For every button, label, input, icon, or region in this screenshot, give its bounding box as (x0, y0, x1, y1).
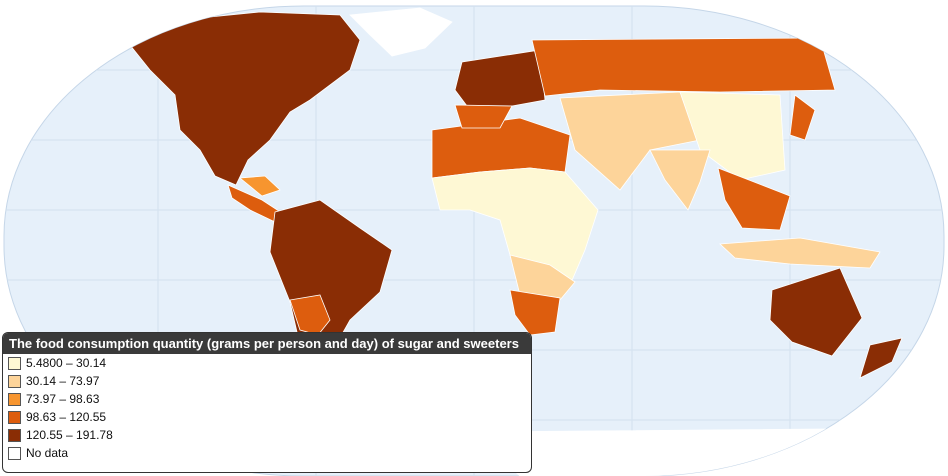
legend-swatch (8, 356, 21, 370)
legend-label: No data (26, 446, 69, 460)
legend-label: 5.4800 – 30.14 (26, 356, 107, 370)
country-region (129, 11, 361, 186)
legend-title: The food consumption quantity (grams per… (3, 333, 531, 354)
legend-item: 30.14 – 73.97 (3, 372, 531, 390)
legend-item: No data (3, 444, 531, 462)
country-region (454, 104, 513, 129)
country-region (859, 337, 903, 379)
country-region (289, 294, 331, 336)
legend-item: 120.55 – 191.78 (3, 426, 531, 444)
legend-label: 30.14 – 73.97 (26, 374, 100, 388)
legend-items: 5.4800 – 30.14 30.14 – 73.97 73.97 – 98.63… (3, 354, 531, 462)
country-region (719, 237, 881, 269)
legend-item: 73.97 – 98.63 (3, 390, 531, 408)
country-region (509, 289, 561, 336)
country-region (717, 167, 791, 231)
country-region (679, 91, 786, 181)
country-region (468, 427, 944, 476)
legend-item: 98.63 – 120.55 (3, 408, 531, 426)
country-region (789, 94, 816, 141)
country-region (349, 7, 453, 57)
countries (129, 7, 944, 476)
legend-swatch (8, 446, 21, 460)
legend-label: 98.63 – 120.55 (26, 410, 107, 424)
country-region (509, 254, 576, 301)
country-region (769, 267, 863, 357)
legend-swatch (8, 410, 21, 424)
country-region (531, 37, 836, 97)
legend-label: 120.55 – 191.78 (26, 428, 113, 442)
country-region (238, 175, 281, 197)
legend-label: 73.97 – 98.63 (26, 392, 100, 406)
legend-swatch (8, 374, 21, 388)
legend-item: 5.4800 – 30.14 (3, 354, 531, 372)
country-region (649, 149, 711, 211)
legend-swatch (8, 428, 21, 442)
legend: The food consumption quantity (grams per… (2, 332, 532, 473)
legend-swatch (8, 392, 21, 406)
